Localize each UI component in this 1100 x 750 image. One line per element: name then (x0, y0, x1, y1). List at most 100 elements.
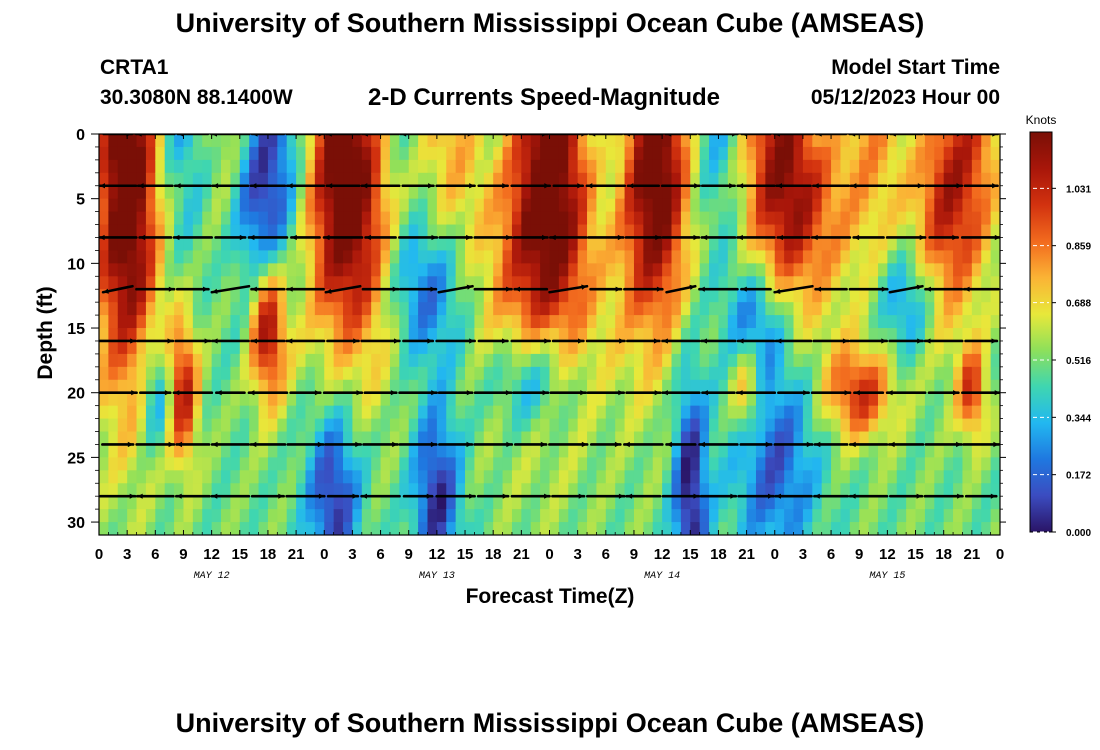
x-tick-label: 6 (602, 546, 610, 563)
heatmap-cell (521, 392, 532, 407)
heatmap-cell (662, 198, 673, 213)
heatmap-cell (183, 276, 194, 290)
vector-head (890, 134, 896, 137)
heatmap-cell (587, 392, 598, 407)
heatmap-cell (474, 340, 485, 355)
heatmap-cell (145, 509, 156, 523)
heatmap-cell (943, 470, 954, 484)
heatmap-cell (802, 185, 813, 200)
heatmap-cell (831, 444, 842, 458)
heatmap-cell (530, 431, 541, 446)
heatmap-cell (436, 276, 447, 290)
heatmap-cell (286, 431, 297, 446)
current-vector (99, 390, 138, 396)
heatmap-cell (633, 457, 644, 471)
heatmap-cell (427, 483, 438, 497)
heatmap-cell (324, 276, 335, 290)
heatmap-cell (680, 211, 691, 226)
vector-head (925, 338, 931, 344)
current-vector (623, 441, 664, 448)
heatmap-cell (258, 185, 269, 200)
heatmap-cell (230, 457, 241, 471)
heatmap-cell (380, 522, 391, 535)
heatmap-cell (812, 509, 823, 523)
current-vector (174, 338, 212, 344)
heatmap-cell (859, 483, 870, 497)
heatmap-cell (145, 250, 156, 264)
heatmap-cell (718, 237, 729, 252)
heatmap-cell (455, 185, 466, 200)
heatmap-cell (155, 289, 166, 303)
heatmap-cell (643, 483, 654, 497)
heatmap-cell (108, 366, 119, 381)
heatmap-cell (849, 392, 860, 407)
heatmap-cell (971, 172, 982, 187)
heatmap-cell (145, 146, 156, 161)
heatmap-cell (333, 276, 344, 290)
heatmap-cell (136, 353, 147, 368)
heatmap-cell (108, 263, 119, 277)
heatmap-cell (558, 211, 569, 226)
heatmap-cell (117, 198, 128, 213)
heatmap-cell (840, 302, 851, 316)
current-vector (214, 234, 247, 241)
heatmap-cell (333, 289, 344, 303)
heatmap-cell (483, 470, 494, 484)
heatmap-cell (418, 340, 429, 355)
heatmap-cell (774, 470, 785, 484)
heatmap-cell (314, 392, 325, 407)
heatmap-cell (727, 211, 738, 226)
heatmap-cell (202, 457, 213, 471)
heatmap-cell (314, 379, 325, 394)
heatmap-cell (821, 289, 832, 303)
heatmap-cell (896, 328, 907, 342)
heatmap-cell (558, 366, 569, 381)
heatmap-cell (324, 444, 335, 458)
heatmap-cell (577, 276, 588, 290)
heatmap-cell (699, 172, 710, 187)
heatmap-cell (164, 146, 175, 161)
heatmap-cell (699, 211, 710, 226)
vector-head (994, 390, 1000, 396)
heatmap-cell (915, 496, 926, 510)
heatmap-cell (784, 509, 795, 523)
heatmap-cell (690, 159, 701, 174)
heatmap-cell (821, 146, 832, 161)
vector-head (693, 234, 699, 241)
heatmap-cell (117, 392, 128, 407)
heatmap-cell (399, 289, 410, 303)
current-vector (101, 441, 135, 448)
heatmap-cell (718, 496, 729, 510)
heatmap-cell (652, 444, 663, 458)
heatmap-cell (821, 470, 832, 484)
heatmap-cell (202, 134, 213, 148)
heatmap-cell (239, 366, 250, 381)
vector-head (614, 441, 621, 448)
heatmap-cell (624, 198, 635, 213)
current-vector (625, 493, 662, 499)
heatmap-cell (821, 328, 832, 342)
heatmap-cell (953, 250, 964, 264)
heatmap-cell (737, 146, 748, 161)
heatmap-cell (577, 470, 588, 484)
heatmap-cell (221, 224, 231, 239)
heatmap-cell (774, 509, 785, 523)
heatmap-cell (418, 134, 429, 148)
heatmap-cell (662, 470, 673, 484)
current-vector (362, 441, 399, 448)
current-vector (698, 134, 739, 137)
heatmap-cell (286, 522, 297, 535)
heatmap-cell (849, 496, 860, 510)
heatmap-cell (164, 134, 175, 148)
current-vector (401, 183, 435, 189)
heatmap-cell (662, 379, 673, 394)
vector-head (618, 390, 624, 396)
heatmap-cell (427, 315, 438, 329)
heatmap-cell (962, 185, 973, 200)
heatmap-cell (568, 134, 579, 148)
heatmap-cell (371, 302, 382, 316)
heatmap-cell (361, 470, 372, 484)
heatmap-cell (164, 250, 175, 264)
heatmap-cell (258, 379, 269, 394)
heatmap-cell (981, 198, 992, 213)
